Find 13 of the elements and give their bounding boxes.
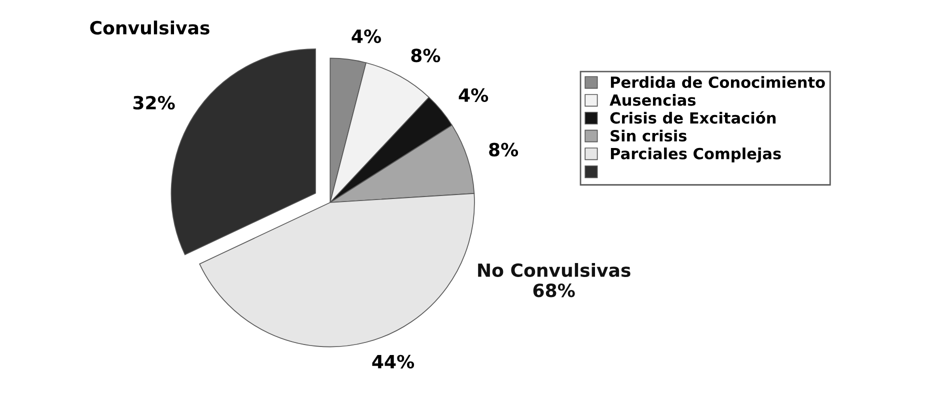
legend-label: Crisis de Excitación <box>610 111 776 124</box>
data-label: 8% <box>489 142 518 156</box>
legend-label: Perdida de Conocimiento <box>610 76 825 88</box>
data-label: 8% <box>411 48 440 62</box>
legend-label: Sin crisis <box>610 130 687 142</box>
data-label: 44% <box>372 354 414 368</box>
data-label: 32% <box>133 96 175 110</box>
text: Convulsivas <box>90 20 210 35</box>
data-label: 4% <box>352 29 382 44</box>
data-label: 4% <box>458 88 488 102</box>
legend-label: Parciales Complejas <box>610 148 781 162</box>
text: No Convulsivas 68% <box>478 263 630 298</box>
legend-label: Ausencias <box>610 94 696 106</box>
